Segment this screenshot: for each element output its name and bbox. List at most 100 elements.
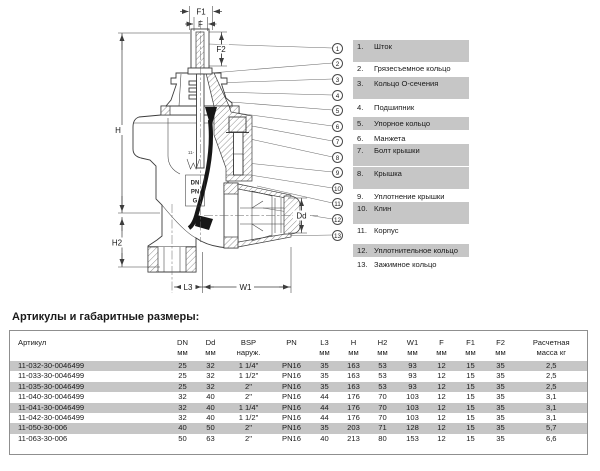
dim-label-h: H (115, 126, 121, 135)
value-cell: 53 (378, 381, 387, 391)
value-cell: 6,6 (545, 433, 557, 443)
value-cell: 12 (437, 381, 446, 391)
table-row: 11-035-30-0046499 25 32 2" PN16 35 163 53 93 12 15… (9, 381, 588, 393)
column-unit: масса кг (536, 348, 566, 357)
value-cell: 2,5 (545, 361, 557, 370)
value-cell: 35 (496, 423, 505, 433)
value-cell: 203 (347, 423, 360, 433)
part-number: 2. (357, 64, 364, 73)
value-cell: PN16 (282, 423, 301, 433)
value-cell: 35 (320, 371, 329, 381)
dim-label-l3: L3 (184, 283, 193, 292)
value-cell: 12 (437, 402, 446, 412)
value-cell: 5,7 (545, 423, 557, 433)
dim-label-f: F (198, 20, 203, 29)
part-label: Корпус (374, 226, 399, 235)
part-number: 8. (357, 169, 364, 178)
parts-list-item: 10. Клин (353, 202, 469, 224)
value-cell: 15 (466, 433, 475, 443)
value-cell: 163 (347, 381, 360, 391)
value-cell: 35 (320, 361, 329, 370)
part-label: Зажимное кольцо (374, 260, 437, 269)
value-cell: 1 1/4" (238, 361, 259, 370)
value-cell: 2,5 (545, 381, 557, 391)
value-cell: 50 (206, 423, 215, 433)
value-cell: PN16 (282, 402, 301, 412)
value-cell: 35 (320, 381, 329, 391)
value-cell: 32 (206, 381, 215, 391)
dimensions-section: Артикулы и габаритные размеры: Артикул DN… (9, 306, 588, 456)
dim-label-h2: H2 (112, 239, 123, 248)
table-title: Артикулы и габаритные размеры: (12, 311, 200, 323)
value-cell: 15 (466, 371, 475, 381)
callout-circle: 2 (332, 57, 343, 69)
outlet-top-wall (237, 183, 292, 200)
column-unit: мм (348, 348, 359, 357)
value-cell: PN16 (282, 371, 301, 381)
callout-circle: 12 (332, 213, 343, 225)
column-unit: мм (465, 348, 476, 357)
value-cell: 40 (320, 433, 329, 443)
value-cell: 35 (496, 361, 505, 370)
bolt-thread (233, 153, 244, 176)
part-number: 13. (357, 260, 368, 269)
part-number: 1. (357, 42, 364, 51)
value-cell: 80 (378, 433, 387, 443)
value-cell: PN16 (282, 381, 301, 391)
value-cell: 32 (206, 371, 215, 381)
valve-cross-section-drawing: 11- DN PN G F1 F F2 (107, 6, 333, 293)
column-header: F1 (466, 338, 475, 347)
value-cell: 70 (378, 392, 387, 402)
dim-label-w1: W1 (240, 283, 253, 292)
body-mark-pn: PN (191, 190, 199, 196)
callout-circle: 8 (332, 151, 343, 163)
body-mark-text: 11- (188, 150, 195, 155)
value-cell: 15 (466, 413, 475, 423)
part-label: Болт крышки (374, 146, 420, 155)
article-cell: 11-063-30-006 (18, 433, 68, 443)
parts-list-item: 9. Уплотнение крышки (353, 190, 469, 203)
column-unit: мм (495, 348, 506, 357)
table-row: 11-042-30-0046499 32 40 1 1/2" PN16 44 176 70 10… (10, 413, 588, 423)
bolt-head (228, 116, 247, 133)
value-cell: 53 (378, 361, 387, 370)
parts-list-item: 8. Крышка (353, 167, 469, 189)
value-cell: 35 (496, 381, 505, 391)
table-row: 11-032-30-0046499 25 32 1 1/4" PN16 35 163 53 93… (9, 361, 588, 372)
value-cell: 176 (347, 413, 360, 423)
column-unit: мм (205, 348, 216, 357)
dimension-h: H (112, 32, 190, 214)
part-number: 9. (357, 192, 364, 201)
article-cell: 11-041-30-0046499 (18, 402, 85, 412)
value-cell: 40 (206, 413, 215, 423)
part-number: 5. (357, 119, 364, 128)
column-unit: мм (436, 348, 447, 357)
threaded-leg-right (185, 246, 197, 273)
column-header: DN (177, 338, 188, 347)
value-cell: 35 (496, 371, 505, 381)
dim-label-f1: F1 (196, 8, 206, 17)
outlet-bottom-wall (237, 232, 292, 248)
callout-column: 1 2 3 4 5 6 7 8 9 10 11 12 13 (332, 0, 346, 300)
article-cell: 11-050-30-006 (18, 423, 68, 433)
part-label: Упорное кольцо (374, 119, 431, 128)
callout-circle: 5 (332, 104, 343, 116)
parts-list-item: 4. Подшипник (353, 101, 469, 114)
article-cell: 11-035-30-0046499 (18, 381, 85, 391)
parts-list-item: 2. Грязесъемное кольцо (353, 62, 469, 75)
table-row: 11-050-30-006 40 50 2" PN16 35 203 71 128 12 15 35 5… (9, 423, 588, 434)
dimension-dd: Dd (288, 197, 310, 234)
dimensions-table: Артикул DN Dd BSP PN L3 H H2 W1 F F1 F2 Расчетная мм м… (9, 330, 588, 456)
table-row: 11-040-30-0046499 32 40 2" PN16 44 176 70 103 12 1… (10, 392, 588, 402)
article-cell: 11-042-30-0046499 (18, 413, 85, 423)
value-cell: 2" (245, 392, 252, 402)
value-cell: 50 (178, 433, 187, 443)
dimension-f2: F2 (209, 31, 229, 67)
callout-circle: 10 (332, 182, 343, 194)
column-header: Артикул (18, 338, 47, 347)
body-mark-dn: DN (191, 181, 200, 187)
value-cell: 35 (496, 392, 505, 402)
part-number: 7. (357, 146, 364, 155)
column-unit (274, 348, 310, 361)
parts-list-item: 11. Корпус (353, 224, 469, 237)
